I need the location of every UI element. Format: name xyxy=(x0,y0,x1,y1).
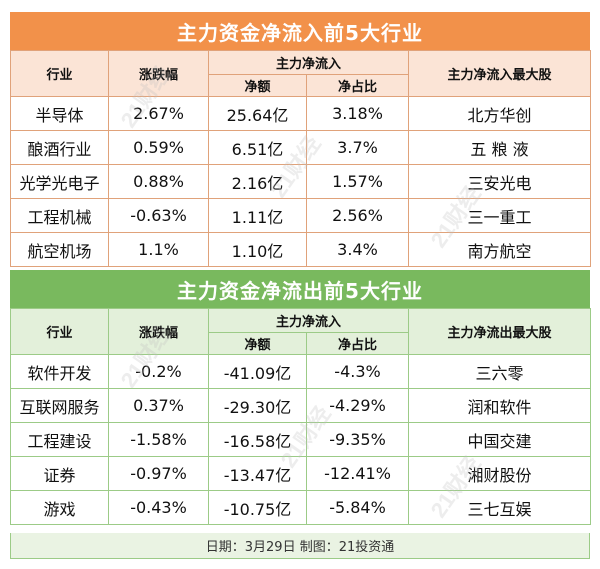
change-cell: 1.1% xyxy=(108,232,209,267)
table-row: 酿酒行业 0.59% 6.51亿 3.7% 五 粮 液 xyxy=(10,130,592,165)
change-cell: -0.97% xyxy=(108,456,209,491)
inflow-subheader-row: 净额 净占比 xyxy=(11,74,591,97)
table-row: 游戏 -0.43% -10.75亿 -5.84% 三七互娱 xyxy=(10,490,592,525)
inflow-header-main-flow: 主力净流入 xyxy=(207,50,410,75)
industry-cell: 航空机场 xyxy=(10,232,109,267)
ratio-cell: 3.4% xyxy=(305,232,410,267)
table-row: 工程机械 -0.63% 1.11亿 2.56% 三一重工 xyxy=(10,198,592,233)
amount-cell: 1.11亿 xyxy=(208,198,307,233)
outflow-header-row: 行业 涨跌幅 主力净流入 主力净流出最大股 xyxy=(10,308,592,355)
stock-cell: 湘财股份 xyxy=(408,456,592,491)
ratio-cell: 2.56% xyxy=(305,198,410,233)
stock-cell: 三一重工 xyxy=(408,198,592,233)
ratio-cell: -12.41% xyxy=(305,456,410,491)
outflow-header-net-ratio: 净占比 xyxy=(305,332,410,355)
industry-cell: 互联网服务 xyxy=(10,388,109,423)
table-row: 工程建设 -1.58% -16.58亿 -9.35% 中国交建 xyxy=(10,422,592,457)
industry-cell: 证券 xyxy=(10,456,109,491)
outflow-title: 主力资金净流出前5大行业 xyxy=(10,270,590,308)
industry-cell: 游戏 xyxy=(10,490,109,525)
change-cell: -1.58% xyxy=(108,422,209,457)
stock-cell: 润和软件 xyxy=(408,388,592,423)
table-row: 航空机场 1.1% 1.10亿 3.4% 南方航空 xyxy=(10,232,592,267)
stock-cell: 三安光电 xyxy=(408,164,592,199)
stock-cell: 三七互娱 xyxy=(408,490,592,525)
change-cell: -0.43% xyxy=(108,490,209,525)
outflow-header-net-amount: 净额 xyxy=(208,332,307,355)
inflow-header-row: 行业 涨跌幅 主力净流入 主力净流入最大股 xyxy=(10,50,592,97)
amount-cell: 6.51亿 xyxy=(208,130,307,165)
inflow-header-industry: 行业 xyxy=(10,50,109,97)
change-cell: 0.37% xyxy=(108,388,209,423)
footer-note: 日期：3月29日 制图：21投资通 xyxy=(10,533,590,559)
stock-cell: 北方华创 xyxy=(408,96,592,131)
change-cell: 2.67% xyxy=(108,96,209,131)
table-row: 证券 -0.97% -13.47亿 -12.41% 湘财股份 xyxy=(10,456,592,491)
ratio-cell: 3.7% xyxy=(305,130,410,165)
industry-cell: 半导体 xyxy=(10,96,109,131)
stock-cell: 五 粮 液 xyxy=(408,130,592,165)
inflow-title: 主力资金净流入前5大行业 xyxy=(10,12,590,50)
amount-cell: -13.47亿 xyxy=(208,456,307,491)
ratio-cell: -4.3% xyxy=(305,354,410,389)
amount-cell: -16.58亿 xyxy=(208,422,307,457)
ratio-cell: -5.84% xyxy=(305,490,410,525)
inflow-header-change: 涨跌幅 xyxy=(108,50,209,97)
outflow-header-change: 涨跌幅 xyxy=(108,308,209,355)
industry-cell: 酿酒行业 xyxy=(10,130,109,165)
inflow-header-top-stock: 主力净流入最大股 xyxy=(408,50,592,97)
amount-cell: 2.16亿 xyxy=(208,164,307,199)
amount-cell: 1.10亿 xyxy=(208,232,307,267)
industry-cell: 工程机械 xyxy=(10,198,109,233)
outflow-table: 行业 涨跌幅 主力净流入 主力净流出最大股 净额 净占比 软件开发 -0.2% … xyxy=(10,308,592,525)
stock-cell: 中国交建 xyxy=(408,422,592,457)
ratio-cell: 3.18% xyxy=(305,96,410,131)
ratio-cell: -4.29% xyxy=(305,388,410,423)
outflow-header-main-flow: 主力净流入 xyxy=(207,308,410,333)
change-cell: -0.63% xyxy=(108,198,209,233)
amount-cell: 25.64亿 xyxy=(208,96,307,131)
table-row: 软件开发 -0.2% -41.09亿 -4.3% 三六零 xyxy=(10,354,592,389)
amount-cell: -29.30亿 xyxy=(208,388,307,423)
industry-cell: 工程建设 xyxy=(10,422,109,457)
outflow-header-top-stock: 主力净流出最大股 xyxy=(408,308,592,355)
amount-cell: -10.75亿 xyxy=(208,490,307,525)
table-row: 半导体 2.67% 25.64亿 3.18% 北方华创 xyxy=(10,96,592,131)
industry-cell: 光学光电子 xyxy=(10,164,109,199)
ratio-cell: 1.57% xyxy=(305,164,410,199)
change-cell: -0.2% xyxy=(108,354,209,389)
change-cell: 0.88% xyxy=(108,164,209,199)
inflow-header-net-ratio: 净占比 xyxy=(305,74,410,97)
table-row: 光学光电子 0.88% 2.16亿 1.57% 三安光电 xyxy=(10,164,592,199)
inflow-header-net-amount: 净额 xyxy=(208,74,307,97)
table-row: 互联网服务 0.37% -29.30亿 -4.29% 润和软件 xyxy=(10,388,592,423)
industry-cell: 软件开发 xyxy=(10,354,109,389)
outflow-header-industry: 行业 xyxy=(10,308,109,355)
stock-cell: 三六零 xyxy=(408,354,592,389)
change-cell: 0.59% xyxy=(108,130,209,165)
amount-cell: -41.09亿 xyxy=(208,354,307,389)
stock-cell: 南方航空 xyxy=(408,232,592,267)
ratio-cell: -9.35% xyxy=(305,422,410,457)
outflow-subheader-row: 净额 净占比 xyxy=(11,332,591,355)
inflow-table: 行业 涨跌幅 主力净流入 主力净流入最大股 净额 净占比 半导体 2.67% 2… xyxy=(10,50,592,267)
